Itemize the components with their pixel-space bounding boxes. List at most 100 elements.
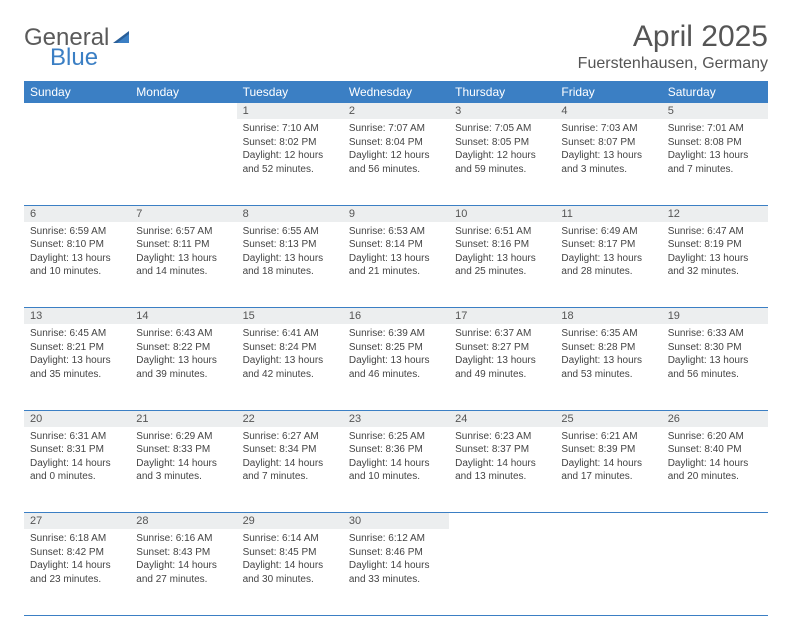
day-number: 29	[237, 513, 343, 530]
day-info-line: Daylight: 13 hours and 46 minutes.	[349, 354, 443, 381]
calendar-table: Sunday Monday Tuesday Wednesday Thursday…	[24, 81, 768, 616]
day-info-line: Sunrise: 6:23 AM	[455, 430, 549, 444]
day-content: Sunrise: 6:33 AMSunset: 8:30 PMDaylight:…	[662, 324, 768, 385]
day-cell	[130, 119, 236, 205]
day-number: 8	[237, 205, 343, 222]
day-info-line: Sunset: 8:34 PM	[243, 443, 337, 457]
day-info-line: Daylight: 13 hours and 42 minutes.	[243, 354, 337, 381]
day-info-line: Sunset: 8:11 PM	[136, 238, 230, 252]
day-cell: Sunrise: 7:10 AMSunset: 8:02 PMDaylight:…	[237, 119, 343, 205]
day-content: Sunrise: 6:53 AMSunset: 8:14 PMDaylight:…	[343, 222, 449, 283]
day-number: 1	[237, 103, 343, 119]
day-number	[555, 513, 661, 530]
day-content	[24, 119, 130, 126]
day-content: Sunrise: 6:39 AMSunset: 8:25 PMDaylight:…	[343, 324, 449, 385]
day-info-line: Sunset: 8:37 PM	[455, 443, 549, 457]
title-block: April 2025 Fuerstenhausen, Germany	[578, 20, 768, 73]
day-info-line: Sunrise: 6:41 AM	[243, 327, 337, 341]
day-info-line: Daylight: 13 hours and 28 minutes.	[561, 252, 655, 279]
day-cell: Sunrise: 6:18 AMSunset: 8:42 PMDaylight:…	[24, 529, 130, 615]
day-info-line: Sunrise: 6:51 AM	[455, 225, 549, 239]
day-number: 23	[343, 410, 449, 427]
week-row: Sunrise: 6:45 AMSunset: 8:21 PMDaylight:…	[24, 324, 768, 410]
day-info-line: Sunrise: 7:07 AM	[349, 122, 443, 136]
day-content: Sunrise: 6:41 AMSunset: 8:24 PMDaylight:…	[237, 324, 343, 385]
day-content: Sunrise: 7:07 AMSunset: 8:04 PMDaylight:…	[343, 119, 449, 180]
daynum-row: 20212223242526	[24, 410, 768, 427]
day-cell: Sunrise: 6:23 AMSunset: 8:37 PMDaylight:…	[449, 427, 555, 513]
day-number: 13	[24, 308, 130, 325]
weekday-header: Wednesday	[343, 81, 449, 103]
day-info-line: Daylight: 14 hours and 27 minutes.	[136, 559, 230, 586]
day-info-line: Sunrise: 6:16 AM	[136, 532, 230, 546]
day-info-line: Daylight: 14 hours and 20 minutes.	[668, 457, 762, 484]
week-row: Sunrise: 6:31 AMSunset: 8:31 PMDaylight:…	[24, 427, 768, 513]
day-info-line: Sunset: 8:27 PM	[455, 341, 549, 355]
day-number: 25	[555, 410, 661, 427]
day-content: Sunrise: 6:47 AMSunset: 8:19 PMDaylight:…	[662, 222, 768, 283]
day-content: Sunrise: 6:14 AMSunset: 8:45 PMDaylight:…	[237, 529, 343, 590]
day-info-line: Daylight: 13 hours and 32 minutes.	[668, 252, 762, 279]
day-number	[662, 513, 768, 530]
weekday-header: Friday	[555, 81, 661, 103]
day-info-line: Sunrise: 6:35 AM	[561, 327, 655, 341]
day-content: Sunrise: 7:03 AMSunset: 8:07 PMDaylight:…	[555, 119, 661, 180]
day-number: 7	[130, 205, 236, 222]
day-info-line: Sunrise: 6:47 AM	[668, 225, 762, 239]
day-content: Sunrise: 7:05 AMSunset: 8:05 PMDaylight:…	[449, 119, 555, 180]
day-info-line: Sunrise: 6:21 AM	[561, 430, 655, 444]
day-info-line: Daylight: 12 hours and 56 minutes.	[349, 149, 443, 176]
day-info-line: Sunrise: 6:33 AM	[668, 327, 762, 341]
day-info-line: Sunrise: 6:55 AM	[243, 225, 337, 239]
day-info-line: Daylight: 12 hours and 59 minutes.	[455, 149, 549, 176]
day-cell: Sunrise: 7:03 AMSunset: 8:07 PMDaylight:…	[555, 119, 661, 205]
weekday-header: Saturday	[662, 81, 768, 103]
day-info-line: Sunset: 8:13 PM	[243, 238, 337, 252]
day-cell: Sunrise: 6:57 AMSunset: 8:11 PMDaylight:…	[130, 222, 236, 308]
day-info-line: Daylight: 12 hours and 52 minutes.	[243, 149, 337, 176]
day-content: Sunrise: 6:27 AMSunset: 8:34 PMDaylight:…	[237, 427, 343, 488]
day-content: Sunrise: 6:18 AMSunset: 8:42 PMDaylight:…	[24, 529, 130, 590]
day-cell: Sunrise: 6:41 AMSunset: 8:24 PMDaylight:…	[237, 324, 343, 410]
week-row: Sunrise: 6:59 AMSunset: 8:10 PMDaylight:…	[24, 222, 768, 308]
day-info-line: Sunrise: 6:37 AM	[455, 327, 549, 341]
day-info-line: Sunset: 8:16 PM	[455, 238, 549, 252]
day-info-line: Sunset: 8:31 PM	[30, 443, 124, 457]
day-content: Sunrise: 6:43 AMSunset: 8:22 PMDaylight:…	[130, 324, 236, 385]
day-cell: Sunrise: 7:05 AMSunset: 8:05 PMDaylight:…	[449, 119, 555, 205]
day-content: Sunrise: 6:57 AMSunset: 8:11 PMDaylight:…	[130, 222, 236, 283]
day-cell: Sunrise: 7:01 AMSunset: 8:08 PMDaylight:…	[662, 119, 768, 205]
day-content: Sunrise: 7:01 AMSunset: 8:08 PMDaylight:…	[662, 119, 768, 180]
weekday-header-row: Sunday Monday Tuesday Wednesday Thursday…	[24, 81, 768, 103]
day-number	[449, 513, 555, 530]
day-info-line: Sunrise: 6:29 AM	[136, 430, 230, 444]
day-number: 12	[662, 205, 768, 222]
day-info-line: Daylight: 14 hours and 0 minutes.	[30, 457, 124, 484]
day-info-line: Daylight: 13 hours and 14 minutes.	[136, 252, 230, 279]
day-cell: Sunrise: 6:55 AMSunset: 8:13 PMDaylight:…	[237, 222, 343, 308]
daynum-row: 6789101112	[24, 205, 768, 222]
day-number: 30	[343, 513, 449, 530]
day-info-line: Daylight: 13 hours and 53 minutes.	[561, 354, 655, 381]
day-info-line: Daylight: 13 hours and 7 minutes.	[668, 149, 762, 176]
day-cell: Sunrise: 6:21 AMSunset: 8:39 PMDaylight:…	[555, 427, 661, 513]
week-row: Sunrise: 7:10 AMSunset: 8:02 PMDaylight:…	[24, 119, 768, 205]
page-header: GeneralBlue April 2025 Fuerstenhausen, G…	[24, 20, 768, 73]
day-info-line: Sunrise: 7:10 AM	[243, 122, 337, 136]
day-info-line: Sunset: 8:08 PM	[668, 136, 762, 150]
day-cell: Sunrise: 6:14 AMSunset: 8:45 PMDaylight:…	[237, 529, 343, 615]
day-cell: Sunrise: 6:35 AMSunset: 8:28 PMDaylight:…	[555, 324, 661, 410]
day-number: 28	[130, 513, 236, 530]
day-cell: Sunrise: 6:33 AMSunset: 8:30 PMDaylight:…	[662, 324, 768, 410]
day-info-line: Daylight: 13 hours and 10 minutes.	[30, 252, 124, 279]
day-cell: Sunrise: 6:31 AMSunset: 8:31 PMDaylight:…	[24, 427, 130, 513]
day-info-line: Daylight: 13 hours and 39 minutes.	[136, 354, 230, 381]
week-row: Sunrise: 6:18 AMSunset: 8:42 PMDaylight:…	[24, 529, 768, 615]
day-cell: Sunrise: 6:39 AMSunset: 8:25 PMDaylight:…	[343, 324, 449, 410]
day-info-line: Daylight: 14 hours and 30 minutes.	[243, 559, 337, 586]
day-cell	[662, 529, 768, 615]
day-content: Sunrise: 6:29 AMSunset: 8:33 PMDaylight:…	[130, 427, 236, 488]
day-info-line: Daylight: 13 hours and 21 minutes.	[349, 252, 443, 279]
day-info-line: Daylight: 14 hours and 7 minutes.	[243, 457, 337, 484]
day-number: 4	[555, 103, 661, 119]
